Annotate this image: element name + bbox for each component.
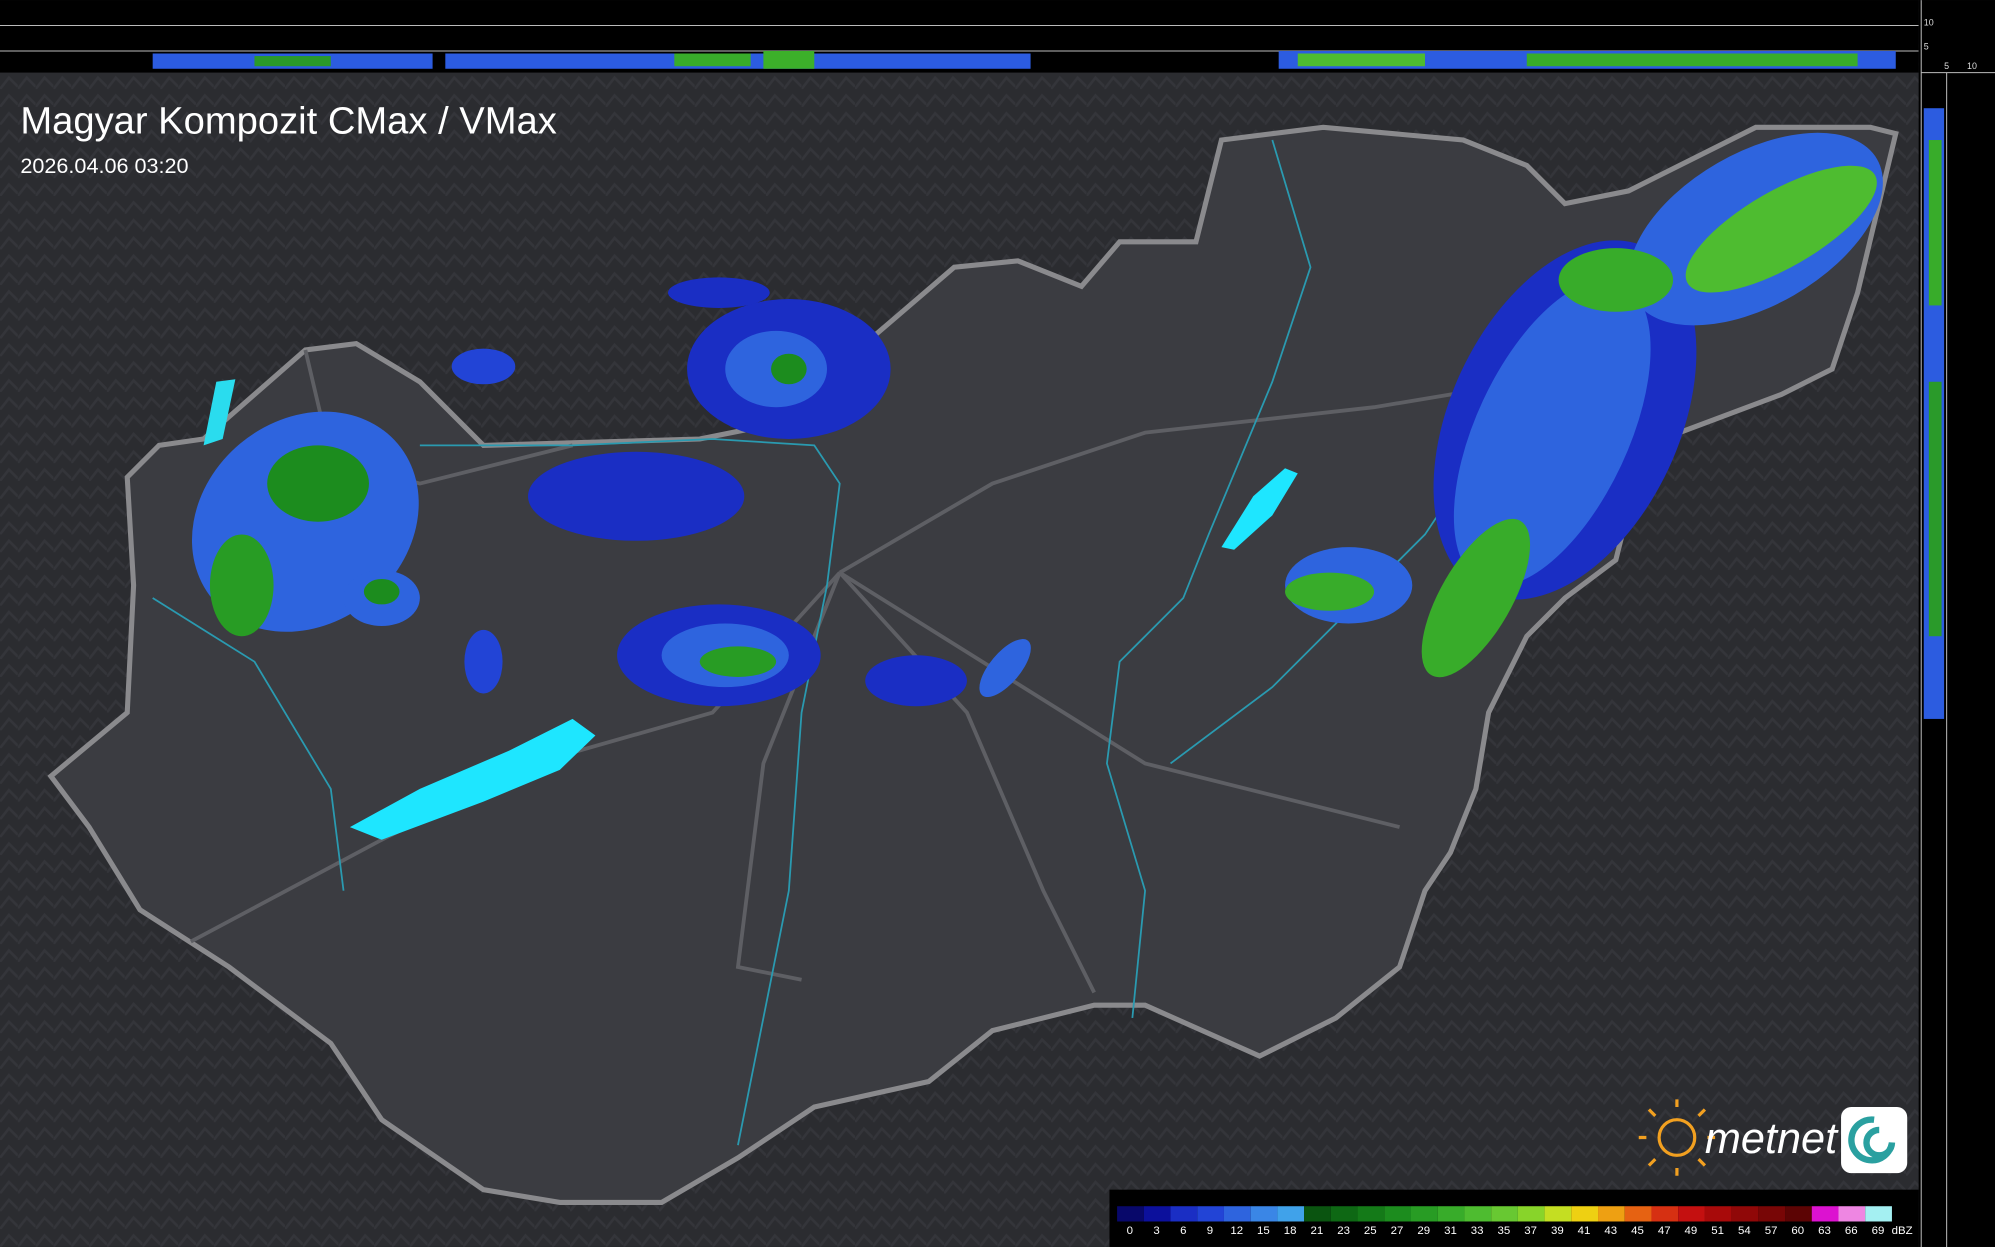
- legend-swatch: [1491, 1206, 1518, 1222]
- legend-swatch: [1384, 1206, 1412, 1222]
- legend-label: 21: [1310, 1225, 1323, 1237]
- legend-label: 37: [1524, 1225, 1537, 1237]
- lake-ferto: [203, 379, 236, 446]
- legend: 0 3 6 9 12 15 18 21 23 25 27 29 31 33 35 37 39 41 43 45 47 49…: [1117, 1206, 1892, 1237]
- legend-label: 60: [1791, 1225, 1804, 1237]
- legend-label: 18: [1284, 1225, 1297, 1237]
- legend-swatch: [1731, 1206, 1759, 1222]
- legend-label: 41: [1578, 1225, 1591, 1237]
- legend-swatch: [1785, 1206, 1812, 1222]
- legend-swatch: [1330, 1206, 1358, 1222]
- legend-label: 33: [1471, 1225, 1484, 1237]
- legend-label: 63: [1818, 1225, 1831, 1237]
- legend-swatch: [1197, 1206, 1224, 1222]
- legend-label: 45: [1631, 1225, 1644, 1237]
- legend-label: 35: [1498, 1225, 1511, 1237]
- legend-swatch: [1544, 1206, 1572, 1222]
- legend-swatch: [1678, 1206, 1705, 1222]
- profile-tick: 5: [1924, 42, 1929, 52]
- legend-swatch: [1357, 1206, 1385, 1222]
- legend-swatch: [1411, 1206, 1438, 1222]
- legend-swatch: [1865, 1206, 1892, 1222]
- lake-balaton: [349, 718, 596, 840]
- legend-swatch: [1304, 1206, 1331, 1222]
- legend-label: 43: [1604, 1225, 1617, 1237]
- legend-label: 54: [1738, 1225, 1751, 1237]
- legend-label: 25: [1364, 1225, 1377, 1237]
- legend-swatch: [1571, 1206, 1599, 1222]
- legend-label: 23: [1337, 1225, 1350, 1237]
- legend-swatch: [1624, 1206, 1652, 1222]
- timestamp: 2026.04.06 03:20: [20, 153, 188, 178]
- legend-swatch: [1651, 1206, 1679, 1222]
- legend-swatch: [1517, 1206, 1545, 1222]
- legend-swatch: [1143, 1206, 1171, 1222]
- legend-swatch: [1437, 1206, 1465, 1222]
- legend-label: 9: [1207, 1225, 1213, 1237]
- legend-swatch: [1811, 1206, 1839, 1222]
- legend-label: 47: [1658, 1225, 1671, 1237]
- legend-swatch: [1758, 1206, 1786, 1222]
- legend-swatch: [1464, 1206, 1492, 1222]
- profile-tick: 10: [1967, 61, 1977, 71]
- legend-label: 49: [1685, 1225, 1698, 1237]
- profile-tick: 5: [1944, 61, 1949, 71]
- top-profile-echo: [152, 50, 1896, 69]
- legend-label: 27: [1391, 1225, 1404, 1237]
- logo-text: metnet: [1705, 1115, 1839, 1163]
- legend-label: 15: [1257, 1225, 1270, 1237]
- legend-label: 66: [1845, 1225, 1858, 1237]
- legend-swatch: [1170, 1206, 1198, 1222]
- legend-swatch: [1117, 1206, 1144, 1222]
- legend-label: 69: [1872, 1225, 1885, 1237]
- map-title: Magyar Kompozit CMax / VMax: [20, 100, 556, 143]
- legend-swatch: [1223, 1206, 1251, 1222]
- radar-echoes: [191, 132, 1883, 707]
- profile-tick: 10: [1924, 18, 1934, 28]
- legend-swatch: [1838, 1206, 1866, 1222]
- legend-label: 0: [1127, 1225, 1133, 1237]
- legend-label: 51: [1711, 1225, 1724, 1237]
- legend-unit: dBZ: [1892, 1225, 1913, 1237]
- logo: metnet: [1638, 1099, 1908, 1176]
- legend-label: 3: [1153, 1225, 1159, 1237]
- legend-label: 29: [1417, 1225, 1430, 1237]
- right-profile-echo: [1923, 108, 1945, 719]
- legend-label: 12: [1230, 1225, 1243, 1237]
- legend-swatch: [1277, 1206, 1305, 1222]
- legend-swatch: [1598, 1206, 1625, 1222]
- legend-label: 6: [1180, 1225, 1186, 1237]
- legend-label: 57: [1765, 1225, 1778, 1237]
- lake-tisza: [1221, 468, 1298, 550]
- legend-label: 39: [1551, 1225, 1564, 1237]
- legend-swatch: [1704, 1206, 1732, 1222]
- legend-label: 31: [1444, 1225, 1457, 1237]
- legend-swatch: [1250, 1206, 1278, 1222]
